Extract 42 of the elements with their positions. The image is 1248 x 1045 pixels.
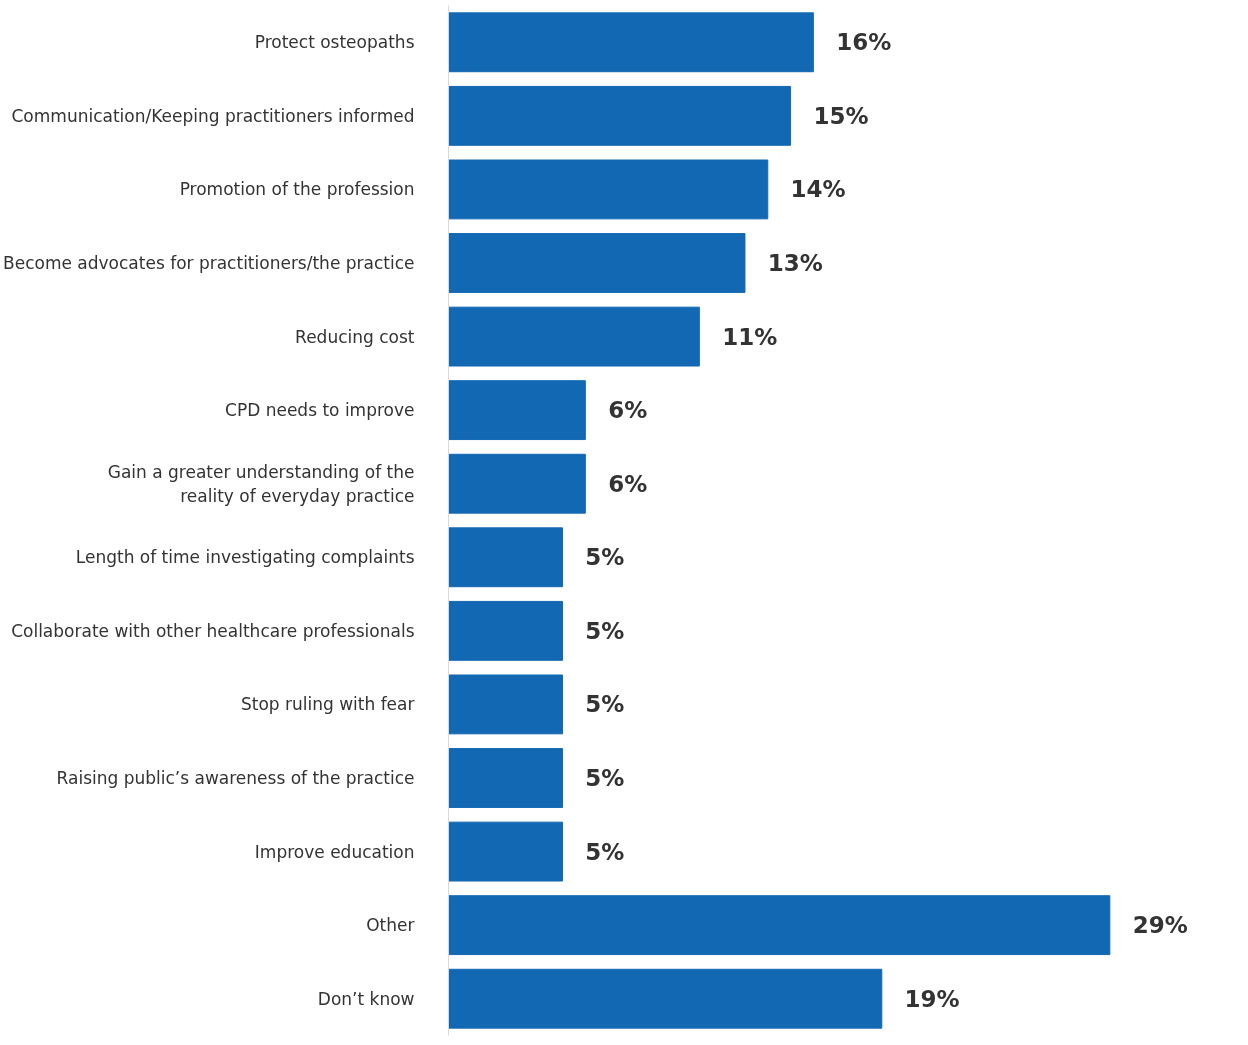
y-tick-label: Protect osteopaths xyxy=(254,32,415,53)
bar xyxy=(448,159,769,220)
bar xyxy=(448,527,564,588)
bar xyxy=(448,895,1111,956)
bar xyxy=(448,380,586,441)
y-tick-label: Collaborate with other healthcare professionals xyxy=(11,620,415,641)
bar xyxy=(448,968,883,1029)
y-tick-label: Stop ruling with fear xyxy=(240,694,415,715)
data-label: 13% xyxy=(767,250,823,276)
data-label: 5% xyxy=(585,765,625,791)
bar xyxy=(448,233,746,293)
data-label: 11% xyxy=(722,323,778,350)
bar xyxy=(448,821,564,882)
y-tick-label: Length of time investigating complaints xyxy=(75,547,415,568)
bar xyxy=(448,306,700,367)
data-label: 16% xyxy=(836,29,892,56)
data-label: 15% xyxy=(813,102,869,129)
bar xyxy=(448,85,792,146)
y-tick-label: Become advocates for practitioners/the practice xyxy=(3,253,415,273)
data-label: 14% xyxy=(790,176,846,203)
data-label: 6% xyxy=(608,470,648,497)
data-label: 5% xyxy=(585,691,625,718)
bar xyxy=(448,453,586,514)
data-label: 19% xyxy=(904,985,960,1012)
y-tick-label: Other xyxy=(366,915,415,936)
y-tick-label: Gain a greater understanding of the reality of everyday practice xyxy=(107,461,415,506)
data-label: 6% xyxy=(608,397,648,424)
y-tick-label: Improve education xyxy=(254,841,415,862)
y-tick-label: Reducing cost xyxy=(295,326,415,347)
y-tick-label: Don’t know xyxy=(317,988,415,1009)
data-label: 5% xyxy=(585,838,625,865)
bar xyxy=(448,748,564,808)
bar xyxy=(448,600,564,661)
data-label: 5% xyxy=(585,617,625,644)
y-tick-label: Communication/Keeping practitioners informed xyxy=(11,105,415,126)
y-tick-label: Promotion of the profession xyxy=(179,179,415,200)
y-tick-label: CPD needs to improve xyxy=(225,400,415,421)
data-label: 5% xyxy=(585,544,625,571)
bar xyxy=(448,674,564,735)
data-label: 29% xyxy=(1132,912,1188,939)
y-tick-label: Raising public’s awareness of the practice xyxy=(56,768,415,788)
bar xyxy=(448,12,814,73)
